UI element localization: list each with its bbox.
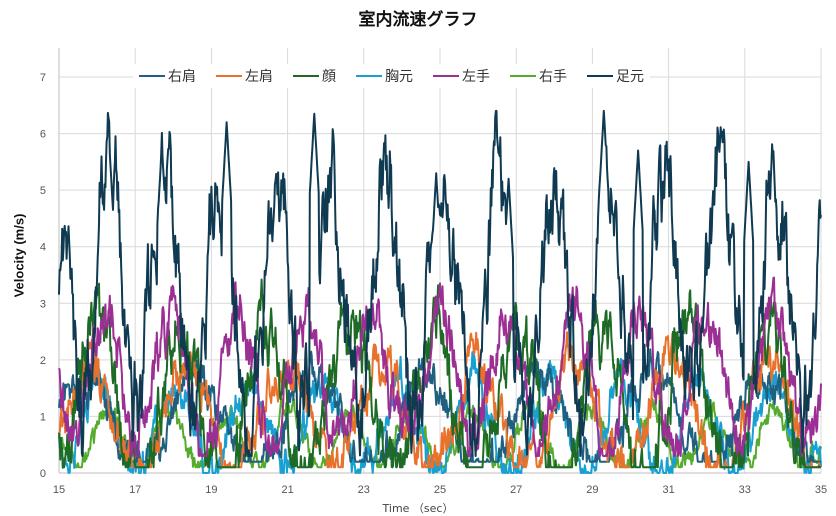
y-tick-label: 3 [40, 298, 46, 310]
legend-item-right-shoulder[interactable]: 右肩 [139, 66, 196, 86]
y-tick-label: 0 [40, 468, 46, 480]
legend-item-left-shoulder[interactable]: 左肩 [216, 66, 273, 86]
legend-label: 足元 [616, 69, 644, 85]
legend-swatch-icon [293, 75, 319, 77]
x-tick-label: 15 [53, 484, 65, 496]
x-tick-label: 23 [358, 484, 370, 496]
y-tick-label: 7 [40, 72, 46, 84]
legend-item-left-hand[interactable]: 左手 [433, 66, 490, 86]
y-axis-label: Velocity (m/s) [11, 213, 27, 298]
legend-swatch-icon [510, 75, 536, 77]
series-line [58, 109, 822, 457]
legend-label: 右手 [539, 69, 567, 85]
x-tick-label: 21 [281, 484, 293, 496]
legend-swatch-icon [587, 75, 613, 77]
series-line [58, 348, 822, 463]
y-tick-label: 2 [40, 355, 46, 367]
legend-item-right-hand[interactable]: 右手 [510, 66, 567, 86]
legend-swatch-icon [139, 75, 165, 77]
legend-label: 右肩 [168, 69, 196, 85]
legend-item-chest[interactable]: 胸元 [356, 66, 413, 86]
legend-label: 左手 [462, 69, 490, 85]
legend-item-feet[interactable]: 足元 [587, 66, 644, 86]
x-tick-label: 31 [662, 484, 674, 496]
y-tick-label: 4 [40, 242, 46, 254]
legend-label: 胸元 [385, 69, 413, 85]
x-tick-label: 27 [510, 484, 522, 496]
x-tick-label: 33 [739, 484, 751, 496]
legend: 右肩 左肩 顔 胸元 左手 右手 足元 [133, 64, 650, 88]
x-tick-label: 29 [586, 484, 598, 496]
x-tick-label: 19 [205, 484, 217, 496]
legend-swatch-icon [356, 75, 382, 77]
legend-swatch-icon [216, 75, 242, 77]
legend-label: 左肩 [245, 69, 273, 85]
y-tick-label: 6 [40, 129, 46, 141]
y-tick-label: 1 [40, 411, 46, 423]
y-tick-label: 5 [40, 185, 46, 197]
x-tick-label: 35 [815, 484, 827, 496]
x-axis-label: Time （sec） [382, 502, 454, 515]
chart-title: 室内流速グラフ [358, 10, 478, 30]
legend-label: 顔 [322, 69, 336, 85]
x-tick-label: 25 [434, 484, 446, 496]
legend-item-face[interactable]: 顔 [293, 66, 336, 86]
x-tick-label: 17 [129, 484, 141, 496]
legend-swatch-icon [433, 75, 459, 77]
